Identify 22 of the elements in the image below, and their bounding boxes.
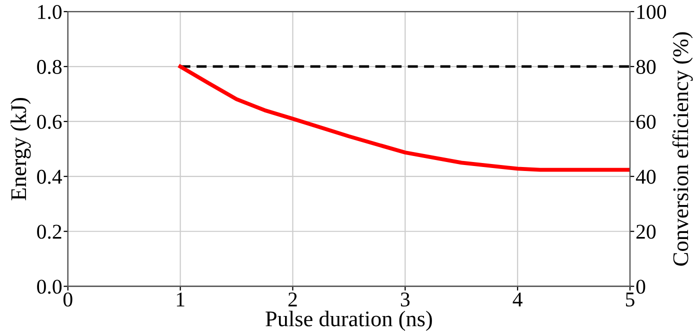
y-tick-label: 0.4 bbox=[37, 170, 62, 184]
y2-tick-label: 80 bbox=[636, 60, 656, 74]
y2-tick-label: 20 bbox=[636, 224, 656, 239]
x-axis-title: Pulse duration (ns) bbox=[266, 310, 432, 331]
y-tick-label: 0.8 bbox=[37, 60, 62, 74]
y2-tick-label: 60 bbox=[636, 114, 656, 129]
x-tick-label: 3 bbox=[400, 292, 410, 307]
x-tick-label: 5 bbox=[626, 292, 634, 307]
y-tick-label: 0.6 bbox=[37, 114, 62, 129]
x-tick-label: 4 bbox=[512, 292, 522, 306]
y2-tick-label: 40 bbox=[636, 170, 656, 184]
y2-axis-title: Conversion efficiency (%) bbox=[672, 32, 693, 266]
y-axis-title: Energy (kJ) bbox=[10, 98, 31, 200]
x-tick-label: 0 bbox=[63, 292, 72, 307]
y2-tick-label: 100 bbox=[637, 4, 666, 20]
x-tick-label: 2 bbox=[288, 292, 297, 306]
y-tick-label: 0.2 bbox=[37, 224, 62, 239]
x-tick-label: 1 bbox=[176, 292, 184, 306]
y-tick-label: 0.0 bbox=[37, 280, 62, 294]
line-series bbox=[178, 64, 630, 172]
y-tick-label: 1.0 bbox=[38, 4, 62, 20]
y2-tick-label: 0 bbox=[636, 280, 646, 294]
